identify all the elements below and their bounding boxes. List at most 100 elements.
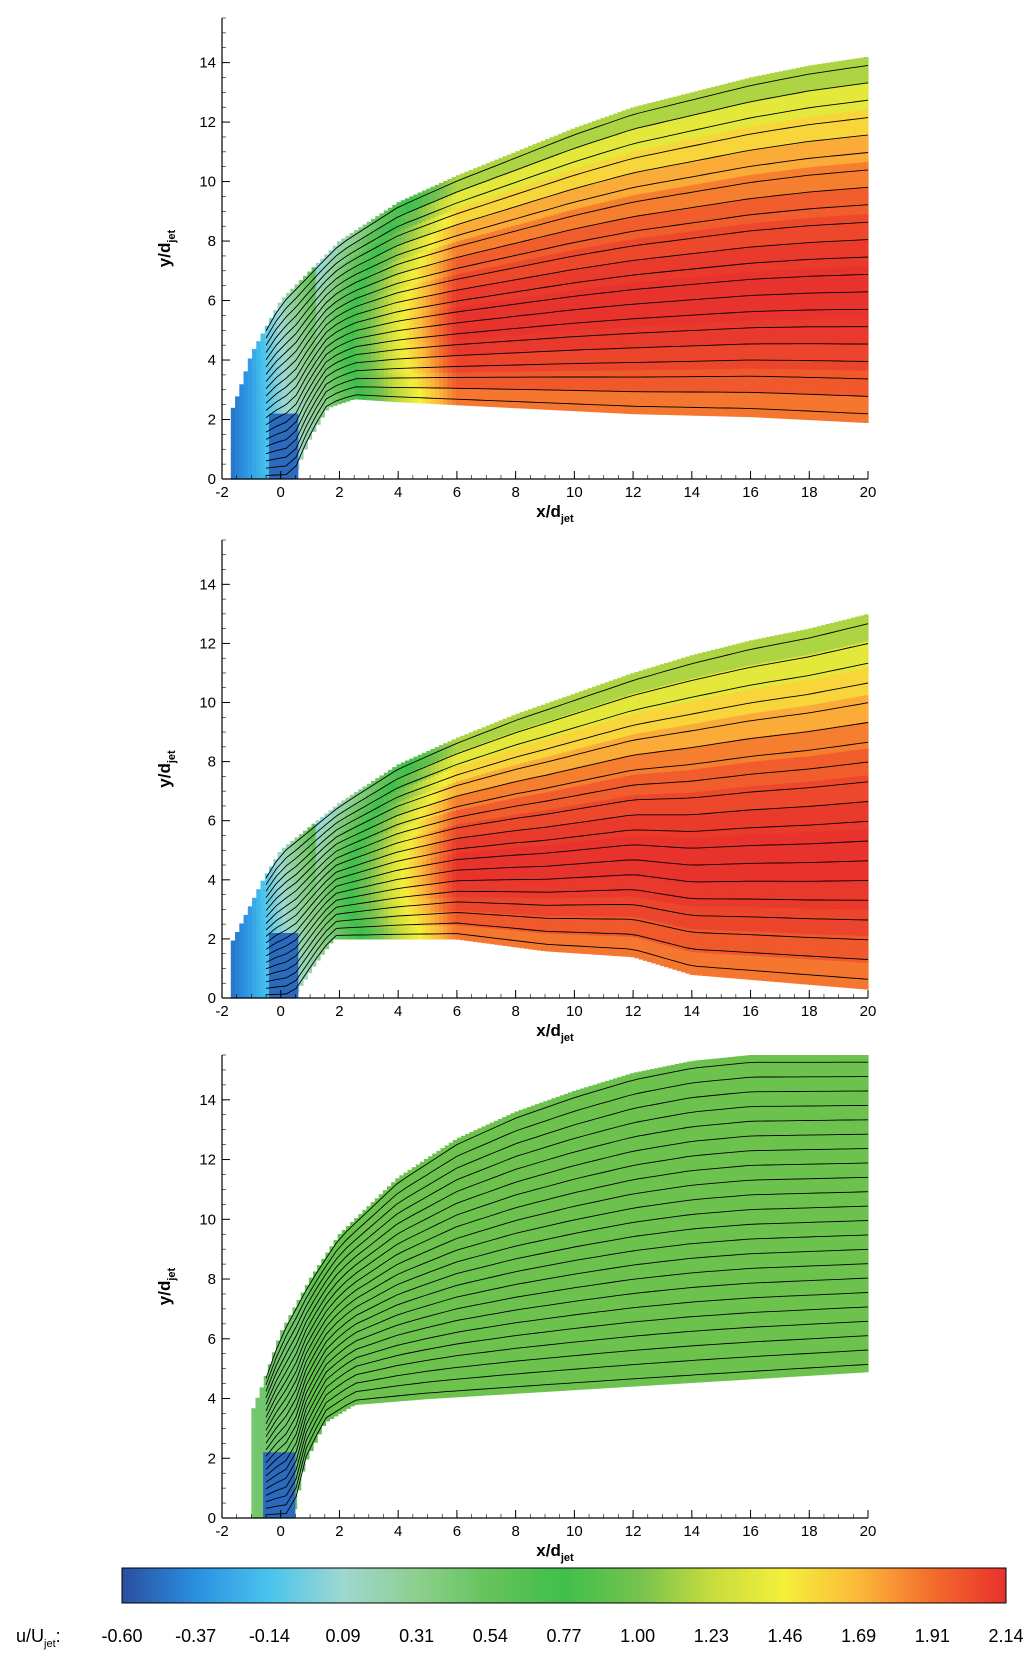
field-cell bbox=[621, 736, 627, 757]
field-cell bbox=[288, 1358, 294, 1374]
field-cell bbox=[783, 368, 788, 395]
field-cell bbox=[774, 956, 780, 983]
field-cell bbox=[795, 882, 801, 909]
field-cell bbox=[341, 1346, 347, 1360]
field-cell bbox=[383, 915, 389, 928]
field-cell bbox=[659, 857, 665, 880]
field-cell bbox=[362, 224, 368, 238]
field-cell bbox=[256, 897, 262, 906]
field-cell bbox=[409, 797, 415, 811]
field-cell bbox=[259, 1424, 265, 1435]
field-cell bbox=[477, 337, 483, 356]
field-cell bbox=[252, 976, 257, 985]
field-cell bbox=[320, 281, 325, 294]
field-cell bbox=[634, 855, 640, 877]
field-cell bbox=[298, 877, 304, 889]
field-cell bbox=[549, 312, 555, 333]
field-cell bbox=[430, 898, 436, 913]
field-cell bbox=[328, 933, 334, 944]
field-cell bbox=[239, 955, 245, 962]
field-cell bbox=[506, 262, 512, 282]
field-cell bbox=[421, 220, 427, 237]
field-cell bbox=[727, 106, 733, 131]
field-cell bbox=[523, 931, 529, 949]
field-cell bbox=[855, 292, 861, 319]
field-cell bbox=[557, 193, 563, 214]
field-cell bbox=[341, 1242, 347, 1257]
field-cell bbox=[553, 933, 559, 953]
field-cell bbox=[570, 229, 576, 251]
field-cell bbox=[447, 323, 453, 341]
field-cell bbox=[821, 908, 827, 935]
field-cell bbox=[311, 278, 317, 292]
field-cell bbox=[519, 352, 525, 372]
field-cell bbox=[791, 218, 797, 245]
field-cell bbox=[757, 638, 763, 664]
field-cell bbox=[638, 732, 644, 754]
field-cell bbox=[693, 230, 699, 254]
field-cell bbox=[358, 313, 364, 327]
field-cell bbox=[358, 1336, 363, 1351]
field-cell bbox=[600, 915, 606, 936]
field-cell bbox=[774, 368, 780, 394]
field-cell bbox=[766, 172, 771, 198]
field-cell bbox=[366, 828, 372, 840]
field-cell bbox=[468, 732, 474, 748]
field-cell bbox=[859, 57, 865, 85]
field-cell bbox=[230, 417, 236, 424]
field-cell bbox=[608, 680, 614, 701]
field-cell bbox=[706, 134, 712, 159]
field-cell bbox=[290, 315, 296, 331]
field-cell bbox=[834, 369, 839, 396]
field-cell bbox=[685, 162, 691, 186]
field-cell bbox=[345, 389, 351, 402]
field-cell bbox=[804, 907, 810, 934]
field-cell bbox=[642, 148, 648, 172]
field-cell bbox=[749, 125, 754, 151]
field-cell bbox=[634, 876, 640, 898]
field-cell bbox=[553, 194, 559, 215]
field-cell bbox=[235, 419, 240, 427]
field-cell bbox=[553, 311, 559, 332]
field-cell bbox=[294, 389, 300, 404]
field-cell bbox=[596, 685, 601, 706]
field-cell bbox=[566, 250, 572, 271]
field-cell bbox=[366, 1276, 372, 1292]
field-cell bbox=[630, 129, 635, 152]
field-cell bbox=[251, 1416, 257, 1425]
field-cell bbox=[252, 904, 257, 913]
field-cell bbox=[829, 960, 835, 987]
field-cell bbox=[264, 424, 270, 436]
field-cell bbox=[625, 815, 631, 837]
field-cell bbox=[557, 153, 563, 174]
field-cell bbox=[260, 905, 266, 915]
field-cell bbox=[447, 388, 453, 405]
field-cell bbox=[625, 855, 631, 877]
field-cell bbox=[579, 125, 584, 147]
field-cell bbox=[532, 238, 538, 259]
field-cell bbox=[613, 284, 618, 307]
field-cell bbox=[540, 704, 546, 723]
field-cell bbox=[345, 377, 351, 390]
field-cell bbox=[791, 368, 797, 395]
field-cell bbox=[579, 766, 584, 786]
field-cell bbox=[284, 1406, 289, 1421]
field-cell bbox=[664, 188, 669, 213]
field-cell bbox=[795, 368, 801, 395]
field-cell bbox=[358, 1390, 363, 1405]
field-cell bbox=[774, 857, 780, 884]
field-cell bbox=[630, 794, 635, 816]
field-cell bbox=[723, 202, 729, 227]
field-cell bbox=[855, 669, 861, 697]
field-cell bbox=[387, 842, 393, 855]
field-cell bbox=[375, 281, 381, 296]
field-cell bbox=[400, 863, 406, 877]
field-cell bbox=[821, 88, 827, 116]
field-cell bbox=[311, 823, 317, 835]
field-cell bbox=[740, 247, 746, 273]
field-cell bbox=[366, 234, 372, 248]
field-cell bbox=[341, 320, 347, 333]
field-cell bbox=[294, 914, 300, 927]
field-cell bbox=[821, 292, 827, 319]
field-cell bbox=[655, 878, 661, 901]
